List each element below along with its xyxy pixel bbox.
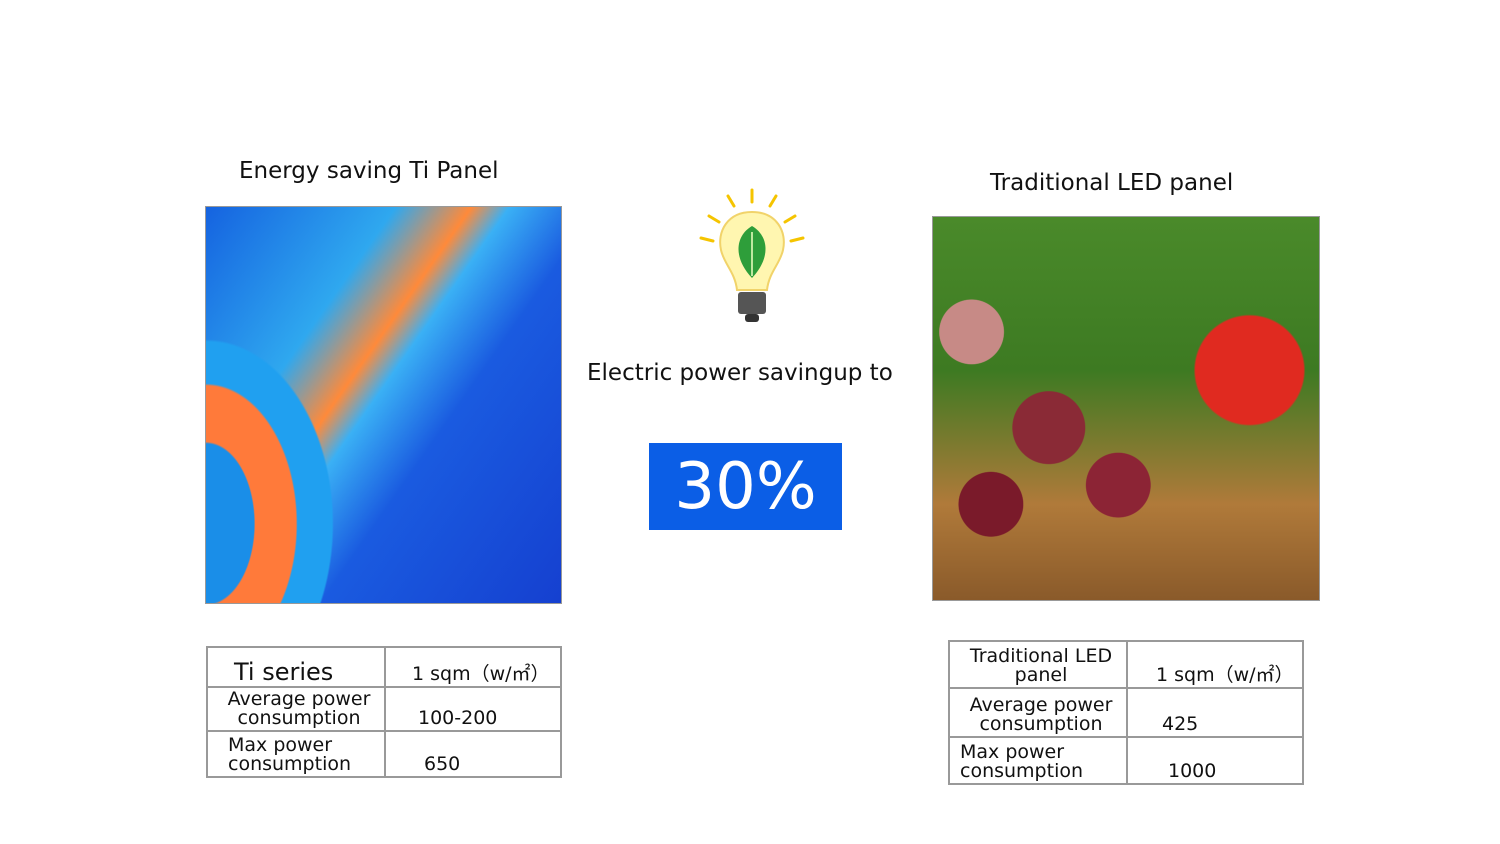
table-row: Ti series 1 sqm（w/㎡） (206, 646, 562, 688)
table-cell: Max power consumption (206, 730, 386, 778)
table-cell: 425 (1126, 687, 1304, 738)
table-row: Max power consumption 650 (206, 730, 562, 778)
traditional-panel-title: Traditional LED panel (990, 170, 1234, 196)
table-cell: Average power consumption (206, 686, 386, 732)
traditional-spec-table: Traditional LED panel 1 sqm（w/㎡） Average… (948, 640, 1304, 785)
table-row: Average power consumption 425 (948, 687, 1304, 738)
table-cell: 1 sqm（w/㎡） (1126, 640, 1304, 689)
table-row: Max power consumption 1000 (948, 736, 1304, 785)
lightbulb-leaf-icon (699, 188, 805, 322)
savings-caption: Electric power savingup to (587, 360, 893, 386)
table-cell: Traditional LED panel (948, 640, 1128, 689)
table-cell: 1 sqm（w/㎡） (384, 646, 562, 688)
table-cell: Average power consumption (948, 687, 1128, 738)
table-row: Traditional LED panel 1 sqm（w/㎡） (948, 640, 1304, 689)
table-cell: Ti series (234, 658, 334, 686)
table-cell: 1000 (1126, 736, 1304, 785)
table-cell: 650 (384, 730, 562, 778)
savings-badge: 30% (649, 443, 842, 530)
table-row: Average power consumption 100-200 (206, 686, 562, 732)
table-cell: 100-200 (384, 686, 562, 732)
ti-spec-table: Ti series 1 sqm（w/㎡） Average power consu… (206, 646, 562, 778)
table-cell: Max power consumption (948, 736, 1128, 785)
ti-panel-image (205, 206, 562, 604)
ti-panel-title: Energy saving Ti Panel (239, 158, 499, 184)
traditional-panel-image (932, 216, 1320, 601)
